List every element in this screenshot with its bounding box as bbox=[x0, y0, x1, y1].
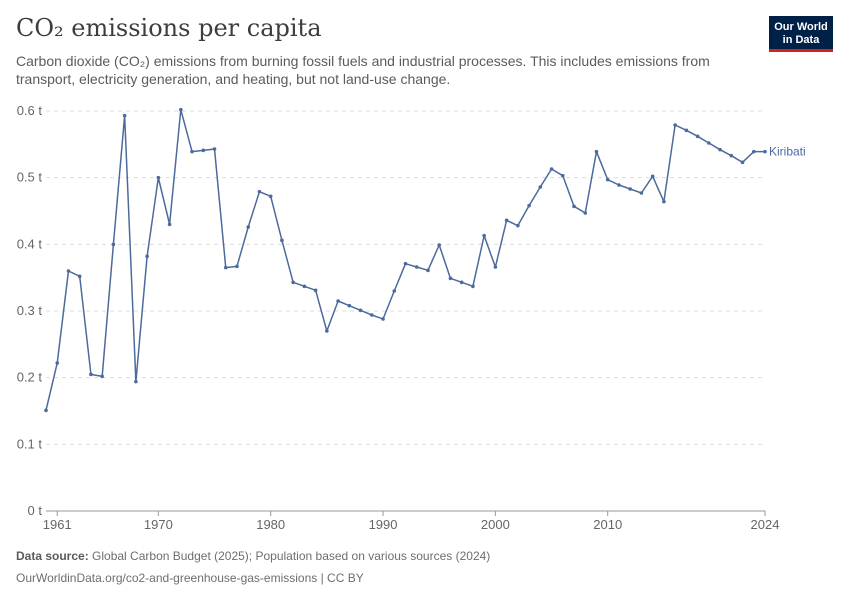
source-note: Data source: Global Carbon Budget (2025)… bbox=[16, 549, 490, 563]
data-point bbox=[100, 374, 104, 379]
y-tick-label: 0.1 t bbox=[17, 436, 43, 451]
data-point bbox=[336, 299, 340, 303]
data-point bbox=[167, 222, 172, 227]
data-point bbox=[516, 223, 520, 228]
data-point bbox=[145, 254, 149, 259]
x-tick-label: 2000 bbox=[481, 517, 510, 532]
y-tick-label: 0.3 t bbox=[17, 303, 43, 318]
data-point bbox=[313, 288, 318, 293]
data-point bbox=[268, 194, 273, 199]
data-point bbox=[493, 265, 498, 269]
data-point bbox=[77, 274, 82, 279]
x-tick-label: 1961 bbox=[43, 517, 72, 532]
data-point bbox=[482, 233, 486, 238]
data-point bbox=[235, 264, 239, 269]
y-tick-label: 0.2 t bbox=[17, 370, 43, 385]
logo-line-2: in Data bbox=[782, 33, 820, 46]
y-tick-label: 0.5 t bbox=[17, 170, 43, 185]
data-point bbox=[763, 149, 767, 154]
y-tick-label: 0 t bbox=[28, 503, 43, 518]
data-point bbox=[583, 211, 588, 215]
series-line-kiribati bbox=[45, 108, 765, 411]
data-point bbox=[111, 242, 116, 247]
data-point bbox=[212, 147, 217, 151]
x-tick-label: 1990 bbox=[369, 517, 398, 532]
data-point bbox=[381, 317, 385, 321]
y-tick-label: 0.6 t bbox=[17, 103, 43, 118]
data-point bbox=[223, 265, 228, 270]
source-text: Global Carbon Budget (2025); Population … bbox=[88, 549, 491, 563]
data-point bbox=[369, 313, 374, 317]
x-tick-label: 1970 bbox=[144, 517, 173, 532]
data-point bbox=[190, 149, 194, 154]
data-point bbox=[325, 329, 329, 333]
data-point bbox=[594, 149, 599, 154]
data-point bbox=[246, 225, 251, 229]
gridlines bbox=[46, 110, 765, 445]
data-point bbox=[426, 268, 430, 273]
data-point bbox=[740, 160, 745, 165]
data-point bbox=[684, 128, 689, 133]
chart-subtitle: Carbon dioxide (CO₂) emissions from burn… bbox=[16, 53, 710, 87]
x-tick-label: 2024 bbox=[751, 517, 780, 532]
data-point bbox=[673, 123, 677, 127]
axes: 0 t 0.1 t 0.2 t 0.3 t 0.4 t 0.5 t 0.6 t 1961 197… bbox=[17, 103, 780, 532]
source-label: Data source: bbox=[16, 549, 89, 563]
data-point bbox=[662, 199, 666, 204]
data-point bbox=[628, 187, 632, 191]
data-point bbox=[44, 408, 48, 413]
data-point bbox=[403, 261, 408, 266]
data-point bbox=[572, 204, 576, 209]
series-label: Kiribati bbox=[769, 145, 806, 159]
data-point bbox=[459, 280, 464, 285]
data-point bbox=[549, 167, 554, 171]
series: Kiribati bbox=[44, 107, 806, 413]
data-point bbox=[302, 284, 307, 289]
data-point bbox=[751, 149, 756, 154]
data-point bbox=[156, 175, 161, 180]
data-point bbox=[179, 107, 183, 112]
data-point bbox=[639, 191, 644, 195]
data-point bbox=[538, 185, 543, 189]
data-point bbox=[291, 280, 295, 285]
data-point bbox=[257, 189, 262, 194]
data-point bbox=[89, 372, 93, 377]
data-point bbox=[527, 203, 531, 208]
data-point bbox=[414, 265, 419, 269]
data-point bbox=[201, 148, 206, 153]
data-point bbox=[695, 134, 700, 139]
x-tick-label: 2010 bbox=[593, 517, 622, 532]
data-point bbox=[504, 218, 509, 223]
data-point bbox=[560, 173, 565, 178]
data-point bbox=[358, 308, 363, 313]
x-tick-label: 1980 bbox=[256, 517, 285, 532]
chart-title: CO₂ emissions per capita bbox=[16, 14, 322, 42]
data-point bbox=[280, 238, 284, 243]
y-tick-label: 0.4 t bbox=[17, 236, 43, 251]
data-point bbox=[707, 141, 711, 145]
data-point bbox=[650, 174, 655, 179]
data-point bbox=[55, 361, 60, 365]
data-point bbox=[437, 243, 442, 247]
data-point bbox=[448, 276, 453, 281]
source-url[interactable]: OurWorldinData.org/co2-and-greenhouse-ga… bbox=[16, 571, 364, 585]
data-point bbox=[347, 303, 352, 308]
data-point bbox=[392, 289, 397, 293]
data-point bbox=[66, 269, 71, 273]
owid-logo[interactable]: Our World in Data bbox=[769, 16, 833, 52]
data-point bbox=[471, 284, 475, 289]
data-point bbox=[729, 153, 734, 158]
data-point bbox=[617, 183, 621, 187]
data-point bbox=[718, 147, 722, 152]
logo-line-1: Our World bbox=[774, 20, 828, 33]
data-point bbox=[134, 379, 138, 384]
data-point bbox=[122, 113, 127, 118]
data-point bbox=[605, 177, 610, 182]
